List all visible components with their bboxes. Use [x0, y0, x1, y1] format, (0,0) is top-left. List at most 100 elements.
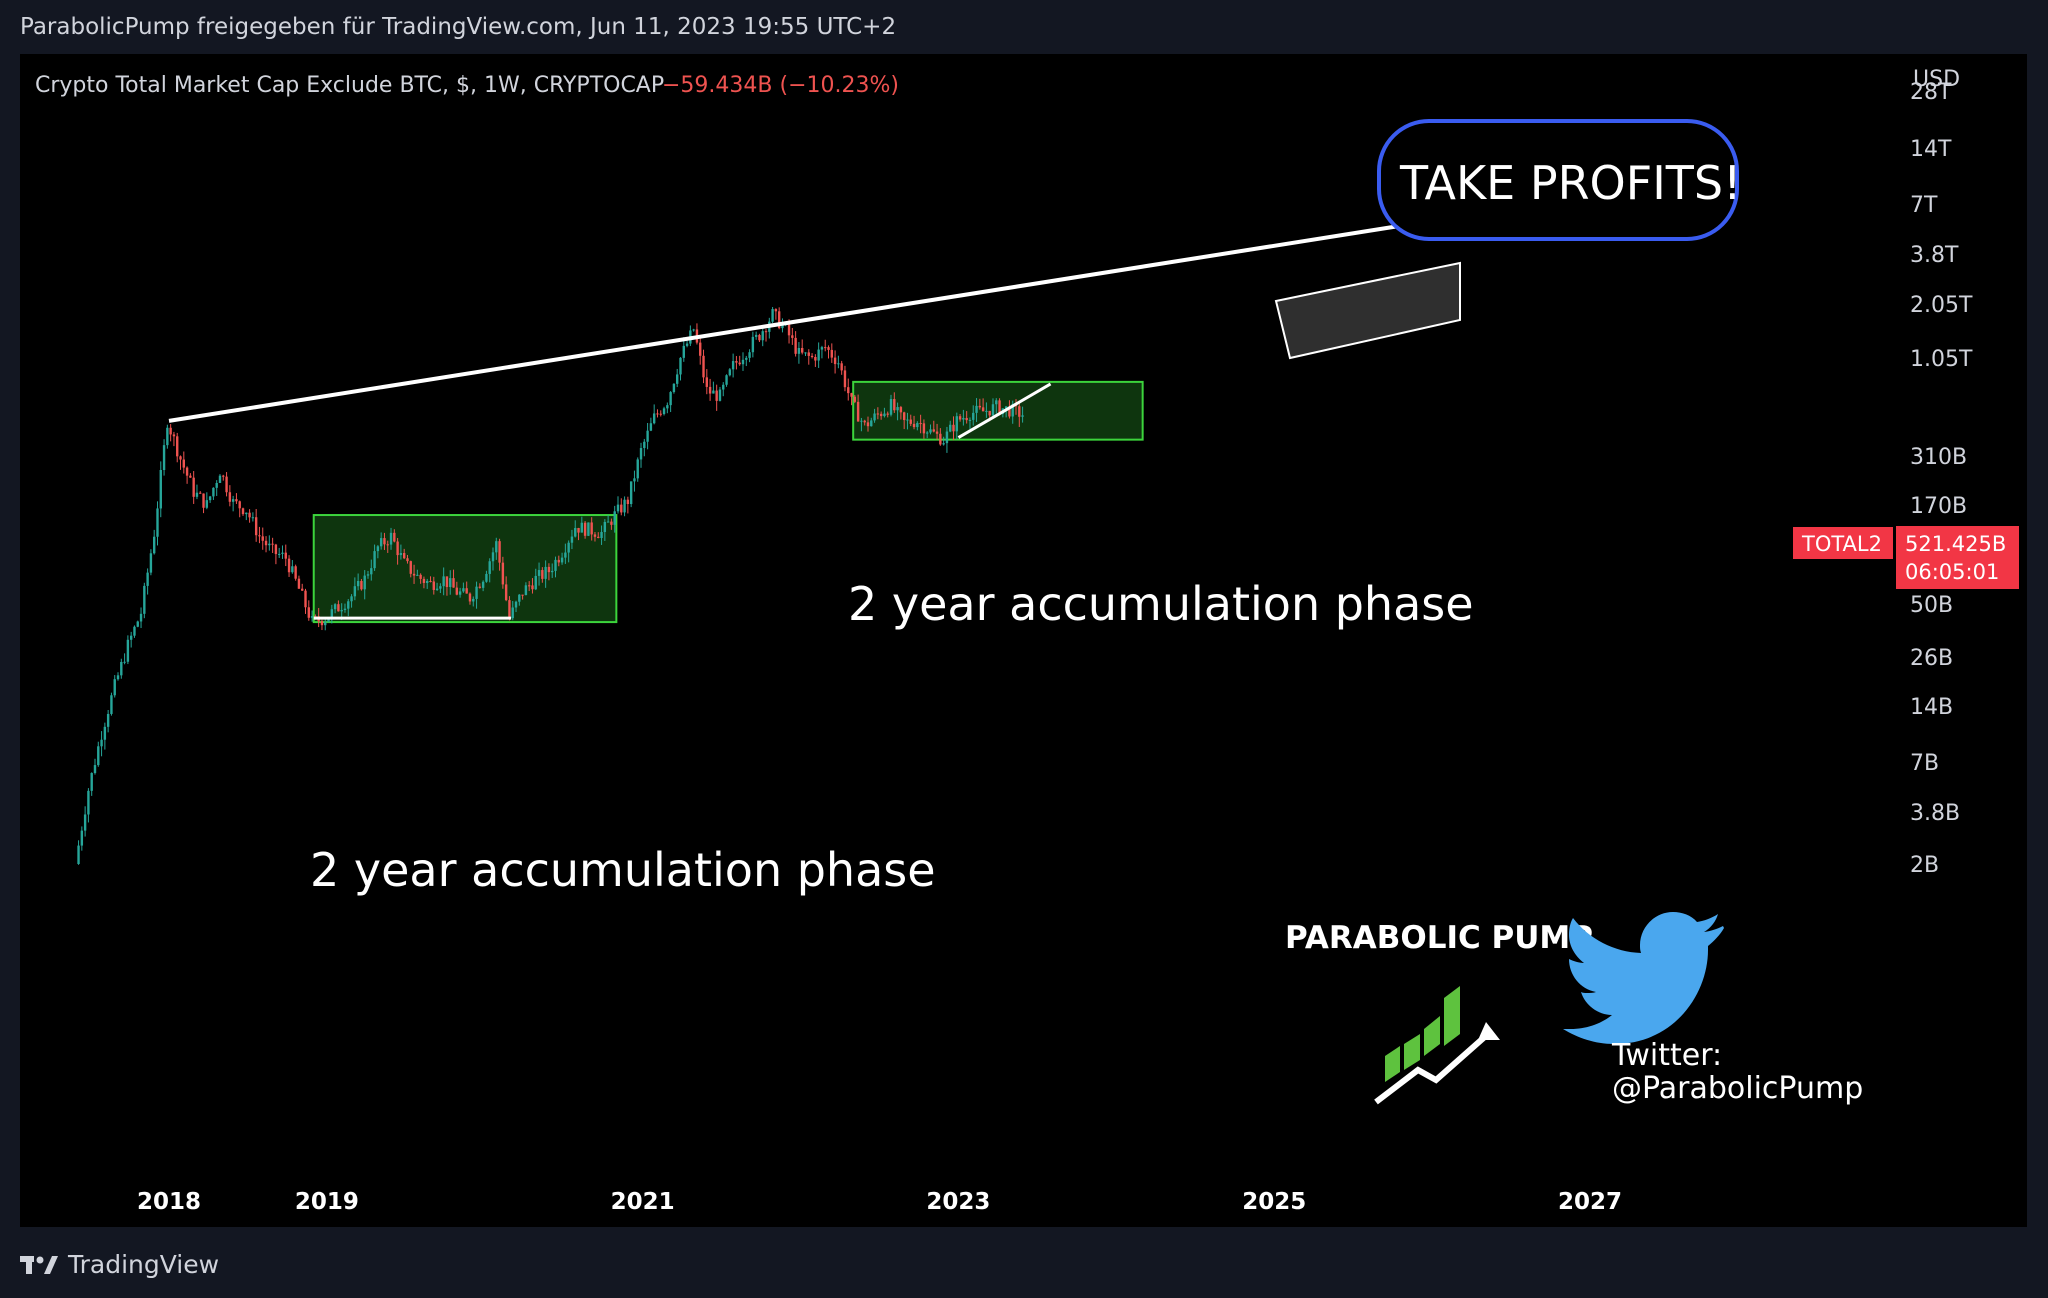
- candle-body: [1011, 404, 1014, 417]
- candle-body: [195, 492, 199, 497]
- y-tick-label: 310B: [1910, 445, 1967, 470]
- candle-body: [685, 343, 689, 346]
- target-zone-box[interactable]: [1274, 261, 1461, 360]
- candle-body: [291, 566, 294, 573]
- candle-body: [399, 553, 403, 556]
- candle-body: [508, 600, 511, 619]
- y-tick-label: 14B: [1910, 695, 1953, 720]
- candle-body: [541, 570, 544, 579]
- candle-body: [899, 407, 903, 413]
- candle-body: [620, 504, 623, 513]
- candle-body: [271, 543, 274, 545]
- rising-trendline[interactable]: [957, 382, 1052, 439]
- candle-body: [123, 661, 126, 663]
- candle-body: [955, 416, 958, 432]
- candle-body: [488, 561, 491, 574]
- candle-body: [468, 593, 472, 602]
- drawings: [168, 214, 1461, 620]
- candle-body: [208, 496, 212, 501]
- candle-body: [324, 621, 327, 626]
- candle-body: [152, 536, 156, 554]
- candle-body: [557, 559, 560, 563]
- candle-body: [643, 441, 646, 449]
- candle-body: [597, 536, 600, 538]
- candle-body: [883, 413, 886, 417]
- candle-body: [146, 572, 149, 586]
- candle-body: [843, 370, 847, 388]
- candle-body: [531, 585, 534, 590]
- candle-body: [534, 575, 537, 590]
- price-tag-symbol: TOTAL2: [1801, 532, 1882, 556]
- candle-body: [570, 536, 574, 543]
- candle-body: [758, 334, 761, 341]
- candle-body: [518, 594, 521, 602]
- candle-body: [330, 609, 334, 618]
- candle-body: [725, 375, 728, 385]
- candle-body: [906, 419, 909, 421]
- footer-brand[interactable]: TradingView: [68, 1250, 220, 1279]
- candle-body: [113, 679, 116, 696]
- candle-body: [422, 578, 426, 583]
- candle-body: [202, 493, 205, 508]
- candle-body: [277, 553, 281, 555]
- candle-body: [633, 478, 636, 482]
- candle-body: [935, 431, 939, 434]
- candle-body: [514, 601, 518, 608]
- candle-body: [952, 424, 955, 432]
- candle-body: [590, 522, 593, 535]
- candle-body: [741, 359, 745, 365]
- candle-body: [179, 456, 182, 460]
- candle-body: [610, 521, 613, 525]
- candle-body: [646, 430, 649, 442]
- candle-body: [248, 512, 251, 518]
- candle-body: [110, 695, 113, 714]
- candle-body: [491, 552, 495, 562]
- candle-body: [268, 543, 271, 546]
- candle-body: [925, 432, 929, 434]
- currency-label[interactable]: USD: [1913, 67, 1960, 92]
- candle-body: [600, 532, 603, 538]
- candle-body: [708, 386, 712, 394]
- y-tick-label: 2B: [1910, 853, 1939, 878]
- candle-body: [363, 575, 366, 590]
- candle-body: [1008, 406, 1011, 417]
- candle-body: [475, 586, 478, 599]
- candle-body: [172, 434, 176, 437]
- candle-body: [225, 476, 228, 493]
- candle-body: [731, 361, 735, 370]
- candle-body: [837, 363, 840, 365]
- candle-body: [320, 621, 324, 626]
- candle-body: [439, 586, 442, 589]
- candle-body: [560, 557, 564, 563]
- candle-body: [199, 492, 202, 494]
- symbol-title[interactable]: Crypto Total Market Cap Exclude BTC, $, …: [35, 73, 664, 98]
- x-tick-label: 2018: [137, 1189, 201, 1215]
- candle-body: [715, 390, 718, 401]
- candle-body: [527, 585, 531, 587]
- candle-body: [139, 613, 143, 622]
- candle-body: [810, 355, 814, 357]
- candle-body: [863, 420, 866, 423]
- take-profits-text: TAKE PROFITS!: [1399, 156, 1742, 210]
- candle-body: [215, 482, 218, 488]
- accumulation-zone-2: [852, 380, 1144, 441]
- candle-body: [791, 335, 794, 338]
- candle-body: [777, 311, 781, 329]
- candle-body: [896, 407, 899, 411]
- candle-body: [958, 416, 962, 420]
- candle-body: [495, 541, 498, 553]
- share-header: ParabolicPump freigegeben für TradingVie…: [20, 14, 897, 40]
- candle-body: [995, 400, 998, 405]
- candle-body: [886, 413, 889, 415]
- candle-body: [712, 390, 715, 394]
- twitter-label: Twitter:: [1611, 1038, 1722, 1073]
- tradingview-logo-icon[interactable]: [20, 1254, 58, 1276]
- trendline[interactable]: [168, 214, 1459, 423]
- candle-body: [379, 538, 383, 547]
- candle-body: [817, 349, 820, 361]
- twitter-block: Twitter: @ParabolicPump: [1563, 912, 1863, 1106]
- candle-body: [340, 609, 343, 612]
- candle-body: [396, 541, 399, 556]
- take-profits-callout: TAKE PROFITS!: [1377, 119, 1742, 241]
- chart-svg[interactable]: 28T14T7T3.8T2.05T1.05T310B170B90B50B26B1…: [20, 54, 2027, 1227]
